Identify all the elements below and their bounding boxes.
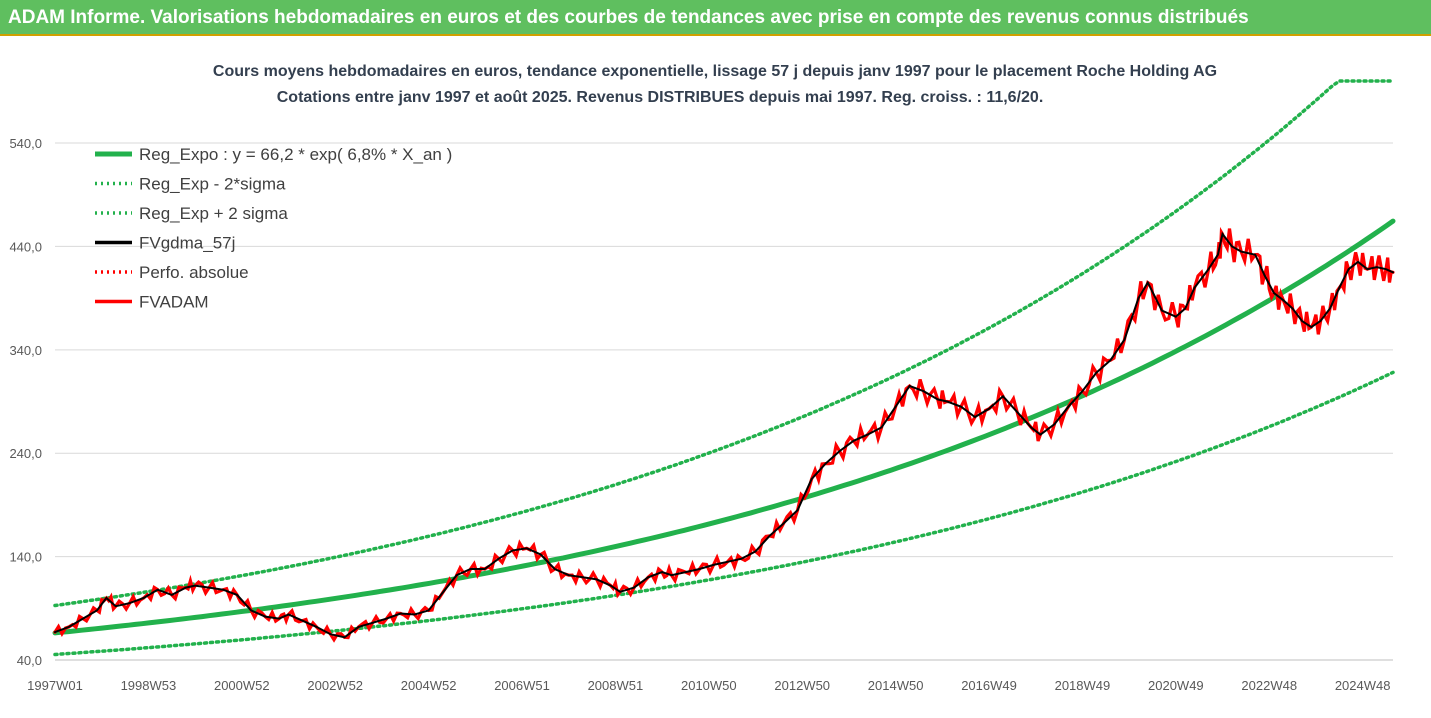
- chart-subtitle: Cotations entre janv 1997 et août 2025. …: [277, 89, 1044, 106]
- legend-label: Reg_Exp - 2*sigma: [139, 175, 286, 194]
- x-tick-label: 2014W50: [868, 678, 924, 693]
- x-tick-label: 2010W50: [681, 678, 737, 693]
- series-layer: [52, 79, 1396, 657]
- y-tick-label: 40,0: [17, 653, 42, 668]
- x-tick-label: 2018W49: [1055, 678, 1111, 693]
- series-line-0: [52, 218, 1396, 636]
- x-tick-label: 2022W48: [1241, 678, 1297, 693]
- x-tick-label: 2008W51: [588, 678, 644, 693]
- x-tick-label: 2016W49: [961, 678, 1017, 693]
- x-tick-label: 2006W51: [494, 678, 550, 693]
- series-line-1: [53, 370, 1395, 657]
- chart-title: Cours moyens hebdomadaires en euros, ten…: [213, 63, 1217, 80]
- legend: Reg_Expo : y = 66,2 * exp( 6,8% * X_an )…: [95, 145, 452, 312]
- series-line-3: [54, 231, 1394, 639]
- x-tick-label: 2012W50: [774, 678, 830, 693]
- legend-label: Reg_Exp + 2 sigma: [139, 204, 288, 223]
- x-tick-label: 2020W49: [1148, 678, 1204, 693]
- x-tick-label: 1997W01: [27, 678, 83, 693]
- x-tick-label: 2024W48: [1335, 678, 1391, 693]
- price-trend-chart: Cours moyens hebdomadaires en euros, ten…: [9, 63, 1396, 693]
- legend-label: Perfo. absolue: [139, 263, 249, 282]
- series-line-2: [53, 79, 1395, 608]
- x-tick-label: 2000W52: [214, 678, 270, 693]
- x-tick-label: 2002W52: [307, 678, 363, 693]
- y-tick-label: 140,0: [9, 550, 42, 565]
- x-tick-label: 2004W52: [401, 678, 457, 693]
- report-banner: ADAM Informe. Valorisations hebdomadaire…: [0, 0, 1431, 36]
- y-tick-label: 540,0: [9, 136, 42, 151]
- legend-label: Reg_Expo : y = 66,2 * exp( 6,8% * X_an ): [139, 145, 452, 164]
- y-tick-label: 240,0: [9, 446, 42, 461]
- y-axis: 40,0 140,0 240,0 340,0 440,0 540,0: [9, 136, 42, 668]
- x-tick-label: 1998W53: [121, 678, 177, 693]
- x-axis: 1997W01 1998W53 2000W52 2002W52 2004W52 2006W…: [27, 659, 1393, 693]
- legend-label: FVgdma_57j: [139, 234, 235, 253]
- y-tick-label: 340,0: [9, 343, 42, 358]
- legend-label: FVADAM: [139, 293, 209, 312]
- y-tick-label: 440,0: [9, 239, 42, 254]
